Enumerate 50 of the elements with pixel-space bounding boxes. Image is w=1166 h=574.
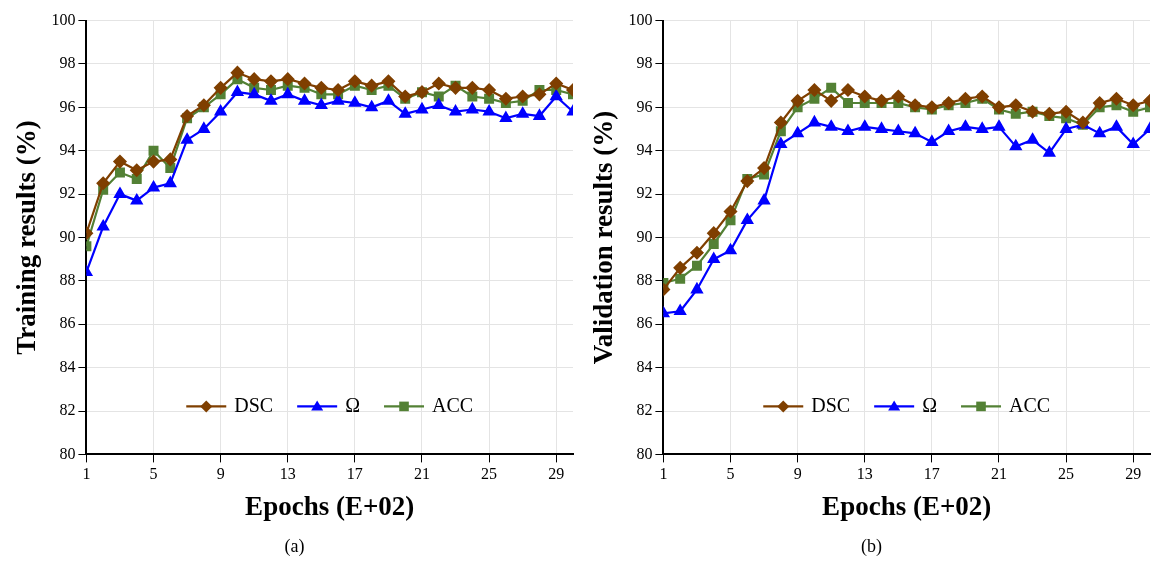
x-tick-label: 29 bbox=[1125, 465, 1142, 483]
x-tick-label: 21 bbox=[990, 465, 1007, 483]
legend-label: Ω bbox=[345, 393, 361, 416]
y-tick-label: 94 bbox=[636, 140, 653, 158]
y-tick-label: 96 bbox=[636, 97, 653, 115]
legend-label: DSC bbox=[811, 393, 851, 416]
y-tick-label: 90 bbox=[59, 227, 76, 245]
y-tick-label: 88 bbox=[636, 271, 653, 289]
x-tick-label: 9 bbox=[216, 465, 225, 483]
y-tick-label: 98 bbox=[636, 54, 653, 72]
legend-label: ACC bbox=[1009, 393, 1051, 416]
x-tick-label: 1 bbox=[82, 465, 91, 483]
x-axis-title: Epochs (E+02) bbox=[822, 490, 992, 521]
y-axis-title: Training results (%) bbox=[11, 120, 42, 355]
y-axis-title: Validation results (%) bbox=[588, 110, 619, 365]
legend-label: DSC bbox=[234, 393, 274, 416]
y-tick-label: 100 bbox=[51, 10, 76, 28]
x-tick-label: 13 bbox=[279, 465, 296, 483]
legend-label: ACC bbox=[432, 393, 474, 416]
x-tick-label: 29 bbox=[548, 465, 565, 483]
x-tick-label: 13 bbox=[856, 465, 873, 483]
x-tick-label: 1 bbox=[659, 465, 668, 483]
y-tick-label: 82 bbox=[636, 401, 653, 419]
y-tick-label: 82 bbox=[59, 401, 76, 419]
text: (b) bbox=[860, 536, 883, 557]
legend-label: Ω bbox=[922, 393, 938, 416]
x-tick-label: 5 bbox=[726, 465, 735, 483]
x-axis-title: Epochs (E+02) bbox=[245, 490, 415, 521]
x-tick-label: 25 bbox=[1058, 465, 1075, 483]
y-tick-label: 86 bbox=[59, 314, 76, 332]
x-tick-label: 21 bbox=[413, 465, 430, 483]
text: (a) bbox=[283, 536, 306, 557]
y-tick-label: 90 bbox=[636, 227, 653, 245]
y-tick-label: 84 bbox=[636, 357, 653, 375]
y-tick-label: 80 bbox=[636, 444, 653, 462]
y-tick-label: 88 bbox=[59, 271, 76, 289]
x-tick-label: 17 bbox=[346, 465, 363, 483]
y-tick-label: 92 bbox=[636, 184, 653, 202]
x-tick-label: 5 bbox=[149, 465, 158, 483]
y-tick-label: 92 bbox=[59, 184, 76, 202]
y-tick-label: 86 bbox=[636, 314, 653, 332]
y-tick-label: 100 bbox=[628, 10, 653, 28]
y-tick-label: 94 bbox=[59, 140, 76, 158]
x-tick-label: 9 bbox=[793, 465, 802, 483]
y-tick-label: 84 bbox=[59, 357, 76, 375]
y-tick-label: 98 bbox=[59, 54, 76, 72]
x-tick-label: 25 bbox=[481, 465, 498, 483]
y-tick-label: 96 bbox=[59, 97, 76, 115]
x-tick-label: 17 bbox=[923, 465, 940, 483]
y-tick-label: 80 bbox=[59, 444, 76, 462]
